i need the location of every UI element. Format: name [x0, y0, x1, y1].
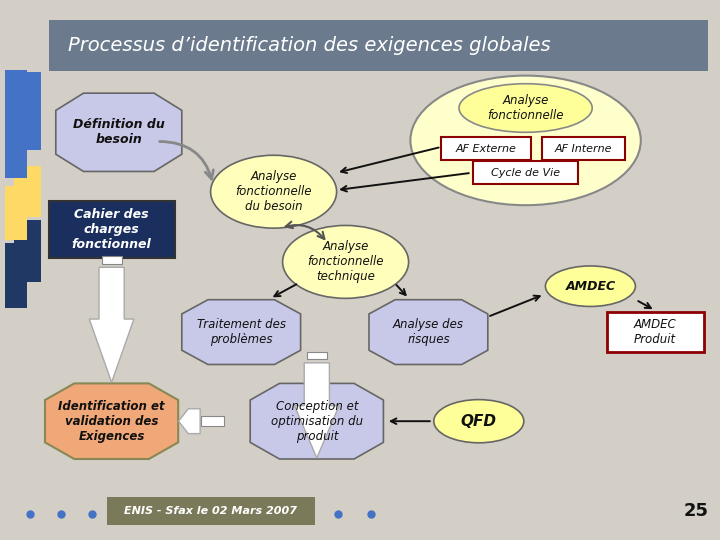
Ellipse shape: [410, 76, 641, 205]
Polygon shape: [56, 93, 181, 172]
Polygon shape: [179, 409, 200, 434]
Text: Analyse
fonctionnelle
du besoin: Analyse fonctionnelle du besoin: [235, 170, 312, 213]
FancyBboxPatch shape: [14, 166, 41, 217]
Polygon shape: [89, 267, 134, 382]
Text: Traitement des
problèmes: Traitement des problèmes: [197, 318, 286, 346]
Text: AF Externe: AF Externe: [456, 144, 516, 153]
Text: Définition du
besoin: Définition du besoin: [73, 118, 165, 146]
FancyBboxPatch shape: [49, 201, 174, 258]
FancyBboxPatch shape: [5, 70, 27, 178]
Polygon shape: [294, 363, 339, 458]
FancyBboxPatch shape: [307, 352, 327, 359]
FancyBboxPatch shape: [474, 161, 577, 184]
FancyBboxPatch shape: [441, 137, 531, 160]
FancyBboxPatch shape: [49, 20, 708, 71]
FancyBboxPatch shape: [606, 312, 704, 352]
Text: Identification et
validation des
Exigences: Identification et validation des Exigenc…: [58, 400, 165, 443]
Polygon shape: [181, 300, 301, 365]
FancyBboxPatch shape: [677, 497, 716, 525]
FancyBboxPatch shape: [5, 243, 27, 308]
FancyBboxPatch shape: [14, 220, 41, 282]
Polygon shape: [369, 300, 488, 365]
Text: Analyse
fonctionnelle: Analyse fonctionnelle: [487, 94, 564, 122]
Text: AMDEC
Produit: AMDEC Produit: [634, 318, 677, 346]
FancyBboxPatch shape: [14, 71, 41, 150]
Ellipse shape: [433, 400, 523, 443]
Ellipse shape: [211, 156, 337, 228]
FancyBboxPatch shape: [542, 137, 625, 160]
FancyBboxPatch shape: [5, 186, 27, 240]
Polygon shape: [45, 383, 179, 459]
Text: Processus d’identification des exigences globales: Processus d’identification des exigences…: [68, 36, 551, 55]
FancyBboxPatch shape: [102, 256, 122, 264]
Text: Analyse des
risques: Analyse des risques: [393, 318, 464, 346]
Ellipse shape: [459, 84, 593, 132]
Polygon shape: [251, 383, 383, 459]
Text: Analyse
fonctionnelle
technique: Analyse fonctionnelle technique: [307, 240, 384, 284]
Text: Cycle de Vie: Cycle de Vie: [491, 168, 560, 178]
Text: AMDEC: AMDEC: [565, 280, 616, 293]
Ellipse shape: [546, 266, 635, 307]
Ellipse shape: [282, 226, 409, 298]
Text: Cahier des
charges
fonctionnel: Cahier des charges fonctionnel: [72, 208, 151, 251]
FancyBboxPatch shape: [201, 416, 224, 426]
Text: ENIS - Sfax le 02 Mars 2007: ENIS - Sfax le 02 Mars 2007: [125, 506, 297, 516]
FancyBboxPatch shape: [107, 497, 315, 525]
Text: QFD: QFD: [461, 414, 497, 429]
Text: Conception et
optimisation du
produit: Conception et optimisation du produit: [271, 400, 363, 443]
Text: AF Interne: AF Interne: [554, 144, 612, 153]
Text: 25: 25: [684, 502, 708, 520]
